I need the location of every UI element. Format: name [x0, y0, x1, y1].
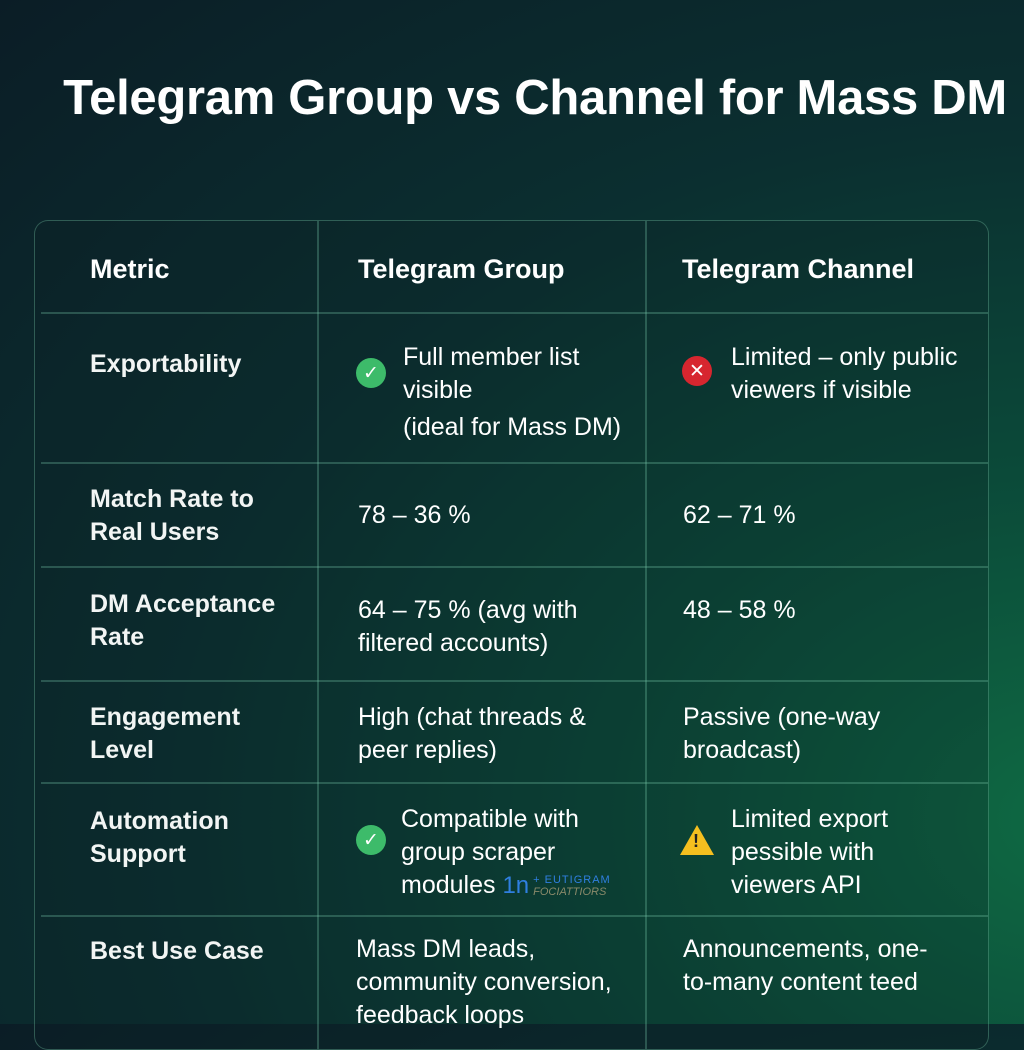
channel-value: Passive (one-way broadcast): [683, 703, 881, 764]
group-value: 78 – 36 %: [358, 501, 471, 529]
group-value: Compatible with group scraper modules 1n…: [401, 805, 611, 899]
group-value: Mass DM leads, community conversion, fee…: [356, 935, 612, 1029]
row-divider: [41, 915, 988, 917]
metric-label: DM Acceptance Rate: [90, 590, 276, 651]
brand-logo: 1n: [502, 872, 530, 899]
row-divider: [41, 462, 988, 464]
metric-label: Best Use Case: [90, 937, 264, 965]
channel-value: Limited – only public viewers if visible: [731, 343, 958, 404]
column-divider: [645, 221, 647, 1049]
metric-label: Engagement Level: [90, 703, 241, 764]
group-value: 64 – 75 % (avg with filtered accounts): [358, 596, 578, 657]
comparison-table: Metric Telegram Group Telegram Channel E…: [34, 220, 989, 1050]
row-divider: [41, 680, 988, 682]
group-note: (ideal for Mass DM): [403, 413, 622, 441]
metric-label: Automation Support: [90, 807, 229, 868]
x-circle-icon: ✕: [682, 356, 712, 386]
row-divider: [41, 312, 988, 314]
channel-value: Announcements, one-to-many content teed: [683, 935, 928, 996]
header-channel: Telegram Channel: [682, 254, 915, 284]
row-divider: [41, 782, 988, 784]
metric-label: Match Rate to Real Users: [90, 485, 254, 546]
check-circle-icon: ✓: [356, 358, 386, 388]
column-divider: [317, 221, 319, 1049]
group-value: Full member list visible: [403, 343, 580, 404]
warning-icon: !: [680, 825, 714, 855]
header-group: Telegram Group: [358, 254, 565, 284]
metric-label: Exportability: [90, 350, 242, 378]
channel-value: 48 – 58 %: [683, 596, 796, 624]
header-metric: Metric: [90, 254, 170, 284]
channel-value: Limited export pessible with viewers API: [731, 805, 889, 899]
check-circle-icon: ✓: [356, 825, 386, 855]
group-value: High (chat threads & peer replies): [358, 703, 586, 764]
page-title: Telegram Group vs Channel for Mass DM: [63, 71, 1007, 125]
channel-value: 62 – 71 %: [683, 501, 796, 529]
row-divider: [41, 566, 988, 568]
brand-logo-text: + EUTIGRAM FOCIATTIORS: [533, 874, 611, 899]
